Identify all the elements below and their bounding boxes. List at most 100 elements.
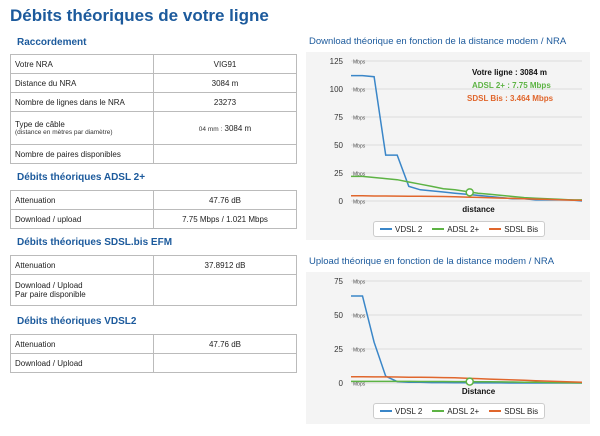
raccordement-title: Raccordement xyxy=(17,37,87,48)
upload-chart-panel xyxy=(306,272,590,424)
series-line-sdsl-bis xyxy=(351,375,583,384)
row-value: 37.8912 dB xyxy=(153,255,297,275)
y-tick-unit: Mbps xyxy=(353,280,366,286)
x-axis-label: distance xyxy=(462,205,495,214)
y-tick-unit: Mbps xyxy=(353,172,366,178)
upload-chart-title: Upload théorique en fonction de la dista… xyxy=(309,256,555,267)
y-tick-unit: Mbps xyxy=(353,382,366,388)
line-distance-marker xyxy=(465,188,474,197)
row-sublabel: Par paire disponible xyxy=(15,290,86,299)
adsl-title: Débits théoriques ADSL 2+ xyxy=(17,172,146,183)
y-tick-unit: Mbps xyxy=(353,200,366,206)
vdsl-table: Attenuation 47.76 dB Download / Upload xyxy=(10,334,297,373)
legend-swatch xyxy=(380,228,392,230)
series-line-vdsl-2 xyxy=(351,295,582,384)
row-value: VIG91 xyxy=(153,54,297,74)
legend-swatch xyxy=(380,410,392,412)
y-tick-label: 125 xyxy=(330,57,344,66)
row-sublabel: (distance en mètres par diamètre) xyxy=(15,129,113,136)
y-tick-label: 0 xyxy=(339,379,344,388)
download-chart-panel xyxy=(306,52,590,240)
y-tick-label: 75 xyxy=(334,113,343,122)
table-row: Votre NRA VIG91 xyxy=(10,54,297,74)
row-value xyxy=(153,353,297,373)
y-tick-label: 50 xyxy=(334,311,343,320)
table-row: Nombre de lignes dans le NRA 23273 xyxy=(10,92,297,112)
row-value xyxy=(153,144,297,164)
legend-label: ADSL 2+ xyxy=(447,406,480,416)
y-tick-label: 100 xyxy=(330,85,344,94)
adsl-table: Attenuation 47.76 dB Download / upload 7… xyxy=(10,190,297,229)
legend-label: SDSL Bis xyxy=(504,406,539,416)
row-value: 7.75 Mbps / 1.021 Mbps xyxy=(153,209,297,229)
download-legend: VDSL 2 ADSL 2+ SDSL Bis xyxy=(373,221,546,237)
adsl-annotation: ADSL 2+ : 7.75 Mbps xyxy=(472,81,551,90)
row-label: Nombre de lignes dans le NRA xyxy=(10,92,154,112)
legend-swatch xyxy=(489,410,502,412)
row-label: Download / Upload xyxy=(10,353,154,373)
sdsl-table: Attenuation 37.8912 dB Download / Upload… xyxy=(10,255,297,306)
row-label: Distance du NRA xyxy=(10,73,154,93)
page-title: Débits théoriques de votre ligne xyxy=(10,6,269,25)
line-distance-marker xyxy=(465,377,474,386)
row-value: 04 mm : 3084 m xyxy=(153,111,297,145)
row-label: Attenuation xyxy=(10,255,154,275)
row-label: Download / Upload Par paire disponible xyxy=(10,274,154,306)
series-line-sdsl-bis xyxy=(351,195,583,202)
row-label-main: Download / Upload xyxy=(15,281,83,290)
table-row: Distance du NRA 3084 m xyxy=(10,73,297,93)
download-chart: 0 Mbps 25 Mbps 50 Mbps 75 Mbps 100 Mbps 125 Mbps dis… xyxy=(330,57,583,214)
y-tick-unit: Mbps xyxy=(353,88,366,94)
row-label: Download / upload xyxy=(10,209,154,229)
y-tick-unit: Mbps xyxy=(353,144,366,150)
legend-label: SDSL Bis xyxy=(504,224,539,234)
table-row: Download / Upload xyxy=(10,353,297,373)
y-tick-label: 50 xyxy=(334,141,343,150)
row-value: 47.76 dB xyxy=(153,334,297,354)
legend-item-vdsl[interactable]: VDSL 2 xyxy=(380,225,422,234)
legend-swatch xyxy=(489,228,502,230)
legend-item-adsl[interactable]: ADSL 2+ xyxy=(432,225,479,234)
legend-swatch xyxy=(432,410,445,412)
legend-label: ADSL 2+ xyxy=(447,224,480,234)
y-tick-label: 0 xyxy=(339,197,344,206)
cable-diameter: 04 mm : xyxy=(198,125,223,133)
legend-item-vdsl[interactable]: VDSL 2 xyxy=(380,407,422,416)
x-axis-label: Distance xyxy=(462,387,496,396)
legend-swatch xyxy=(432,228,445,230)
legend-item-sdsl[interactable]: SDSL Bis xyxy=(489,407,538,416)
y-tick-label: 25 xyxy=(334,169,343,178)
table-row: Attenuation 47.76 dB xyxy=(10,190,297,210)
download-chart-title: Download théorique en fonction de la dis… xyxy=(309,36,567,47)
y-tick-label: 25 xyxy=(334,345,343,354)
y-tick-unit: Mbps xyxy=(353,60,366,66)
table-row: Download / Upload Par paire disponible xyxy=(10,274,297,306)
legend-item-adsl[interactable]: ADSL 2+ xyxy=(432,407,479,416)
row-label: Type de câble (distance en mètres par di… xyxy=(10,111,154,145)
y-tick-unit: Mbps xyxy=(353,348,366,354)
row-value: 23273 xyxy=(153,92,297,112)
table-row: Attenuation 47.76 dB xyxy=(10,334,297,354)
y-tick-unit: Mbps xyxy=(353,116,366,122)
sdsl-annotation: SDSL Bis : 3.464 Mbps xyxy=(467,94,554,103)
row-label: Votre NRA xyxy=(10,54,154,74)
upload-chart: 0 Mbps 25 Mbps 50 Mbps 75 Mbps Distance xyxy=(334,277,583,396)
y-tick-label: 75 xyxy=(334,277,343,286)
row-value xyxy=(153,274,297,306)
row-label: Attenuation xyxy=(10,190,154,210)
y-tick-unit: Mbps xyxy=(353,314,366,320)
raccordement-table: Votre NRA VIG91 Distance du NRA 3084 m N… xyxy=(10,54,297,164)
legend-label: VDSL 2 xyxy=(395,406,423,416)
cable-length: 3084 m xyxy=(224,123,252,133)
row-value: 47.76 dB xyxy=(153,190,297,210)
table-row: Attenuation 37.8912 dB xyxy=(10,255,297,275)
table-row: Download / upload 7.75 Mbps / 1.021 Mbps xyxy=(10,209,297,229)
row-label: Attenuation xyxy=(10,334,154,354)
table-row: Type de câble (distance en mètres par di… xyxy=(10,111,297,145)
legend-label: VDSL 2 xyxy=(395,224,423,234)
upload-legend: VDSL 2 ADSL 2+ SDSL Bis xyxy=(373,403,546,419)
row-value: 3084 m xyxy=(153,73,297,93)
legend-item-sdsl[interactable]: SDSL Bis xyxy=(489,225,538,234)
table-row: Nombre de paires disponibles xyxy=(10,144,297,164)
vdsl-title: Débits théoriques VDSL2 xyxy=(17,316,137,327)
